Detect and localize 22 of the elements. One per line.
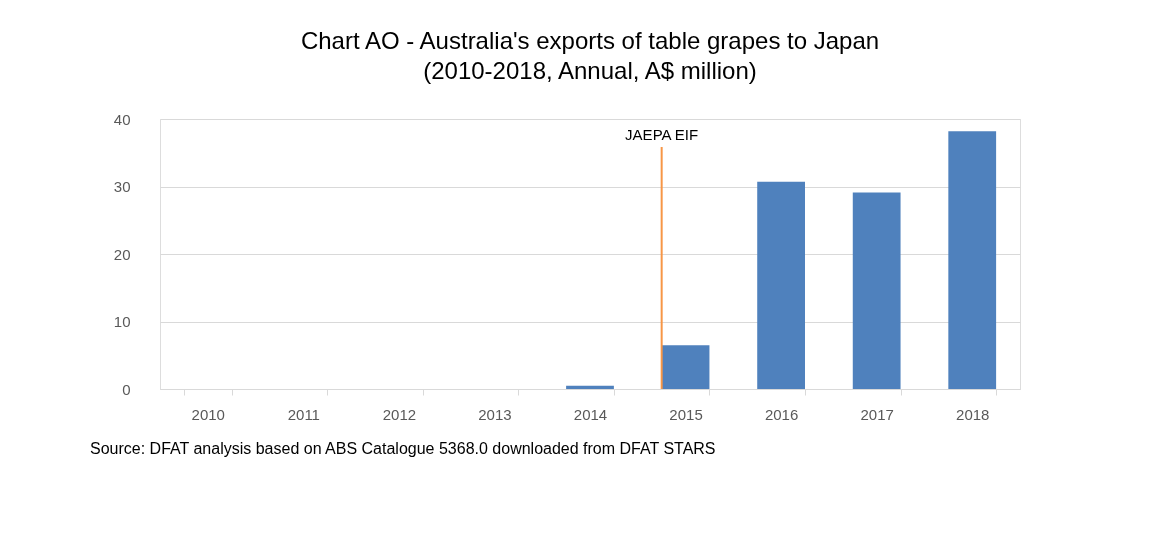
x-tick-label: 2011 [287,405,320,423]
source-note: Source: DFAT analysis based on ABS Catalogue 5368.0 downloaded from DFAT STARS [90,440,716,457]
y-tick-label: 0 [122,380,131,398]
bar [661,345,710,389]
x-tick-label: 2015 [669,405,703,423]
x-tick-label: 2017 [860,405,894,423]
ref-line-label: JAEPA EIF [625,126,699,143]
x-tick-label: 2012 [382,405,417,423]
bar [948,131,997,389]
x-tick-label: 2013 [478,405,512,423]
bar [757,181,805,389]
x-tick-label: 2014 [573,405,608,423]
x-tick-label: 2018 [956,405,990,423]
y-tick-label: 40 [113,110,131,128]
chart-title: Chart AO - Australia's exports of table grapes to Japan [300,27,880,54]
bar [852,192,901,389]
y-tick-label: 10 [113,313,131,330]
x-tick-label: 2010 [191,405,225,423]
chart-subtitle: (2010-2018, Annual, A$ million) [423,57,757,84]
x-tick-label: 2016 [764,405,799,423]
y-tick-label: 30 [113,178,131,195]
y-tick-label: 20 [113,245,131,263]
